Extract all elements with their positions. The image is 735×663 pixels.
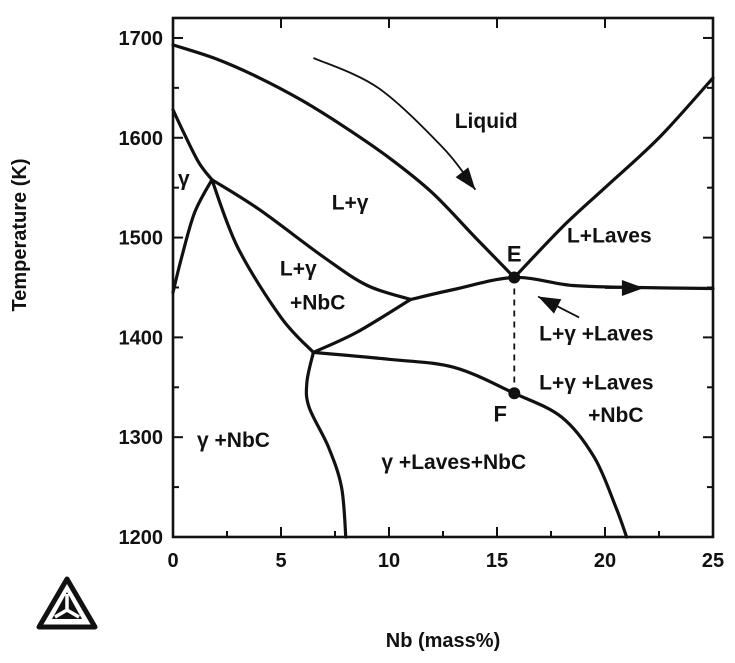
- axis-ticks: 0 5 10 15 20 25 1200 1300 1400 1500 1600 1700: [119, 18, 724, 572]
- y-tick-label: 1300: [119, 427, 164, 449]
- region-label: γ +Laves+NbC: [381, 451, 526, 474]
- gamma-nbc-liquidus-line: [210, 178, 413, 302]
- x-tick-label: 5: [275, 550, 286, 572]
- liquidus-gamma-line: [171, 43, 516, 280]
- x-axis-title: Nb (mass%): [386, 630, 500, 652]
- phase-boundaries: [171, 43, 715, 539]
- eutectic-valley-line: [409, 275, 715, 302]
- region-label: L+Laves: [567, 225, 652, 248]
- region-label: L+γ: [280, 258, 317, 281]
- y-tick-label: 1200: [119, 527, 164, 549]
- y-tick-label: 1600: [119, 128, 164, 150]
- valley-arrow-head: [621, 280, 644, 296]
- point-e-marker: [508, 271, 521, 284]
- point-e-label: E: [507, 242, 522, 267]
- laves-nbc-boundary-line: [311, 297, 413, 354]
- y-tick-label: 1700: [119, 28, 164, 50]
- cooling-arrow-liquidus-line: [313, 57, 477, 191]
- thermocalc-triangle-icon: [36, 576, 98, 630]
- region-label: L+γ +Laves: [539, 371, 653, 394]
- gamma-solvus-left-line: [171, 178, 214, 295]
- region-label: L+γ: [332, 192, 369, 215]
- region-label: +NbC: [588, 404, 643, 427]
- x-tick-label: 25: [702, 550, 724, 572]
- point-f-marker: [508, 387, 521, 400]
- cooling-arrow-liquidus-head: [455, 167, 476, 190]
- cooling-arrows: [313, 57, 644, 319]
- region-label: γ: [178, 168, 190, 191]
- region-label: Liquid: [455, 110, 518, 133]
- region-label: L+γ +Laves: [539, 322, 653, 345]
- special-points: EF: [494, 242, 522, 427]
- gamma-nbc-left-boundary-line: [304, 350, 348, 539]
- x-tick-label: 15: [486, 550, 508, 572]
- y-tick-label: 1400: [119, 327, 164, 349]
- x-tick-label: 10: [378, 550, 400, 572]
- gamma-solidus-upper-line: [171, 108, 214, 182]
- region-labels: Liquid L+γ L+Laves γ L+γ +NbC L+γ +Laves L+γ +L…: [178, 110, 654, 474]
- y-axis-title: Temperature (K): [9, 159, 31, 312]
- point-f-label: F: [494, 401, 507, 426]
- region-label: +NbC: [290, 291, 345, 314]
- x-tick-label: 0: [167, 550, 178, 572]
- region-label: γ +NbC: [197, 429, 270, 452]
- cooling-arrow-valley-head: [538, 296, 562, 314]
- solidus-lower-line: [311, 350, 629, 539]
- plot-frame: [171, 16, 715, 539]
- gamma-nbc-lower-line: [210, 178, 315, 354]
- y-tick-label: 1500: [119, 228, 164, 250]
- liquidus-laves-line: [512, 76, 715, 280]
- x-tick-label: 20: [594, 550, 616, 572]
